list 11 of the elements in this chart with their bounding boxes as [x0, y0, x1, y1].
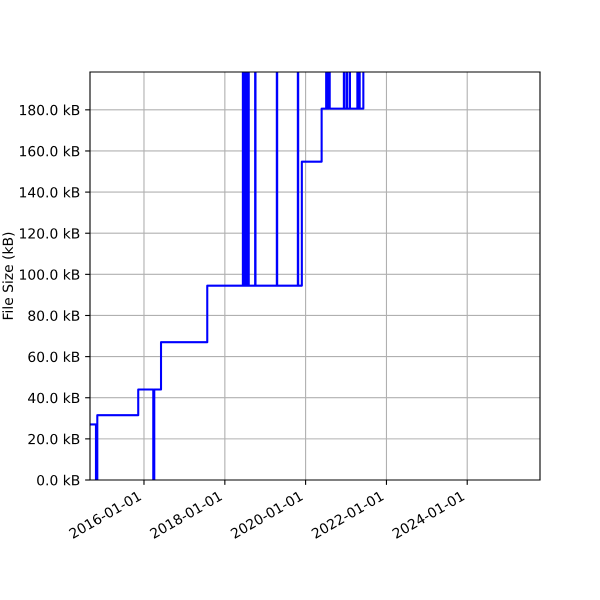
y-tick-label: 80.0 kB	[28, 310, 80, 321]
y-tick-label: 20.0 kB	[28, 434, 80, 444]
y-tick-label: 160.0 kB	[20, 146, 80, 156]
y-tick-label: 180.0 kB	[20, 104, 80, 116]
y-tick-label: 60.0 kB	[28, 351, 80, 362]
y-tick-label: 0.0 kB	[37, 474, 80, 486]
y-tick-label: 40.0 kB	[28, 392, 80, 404]
y-tick-label: 100.0 kB	[20, 269, 80, 280]
y-axis-title: File Size (kB)	[2, 232, 15, 320]
y-tick-label: 140.0 kB	[20, 186, 80, 198]
y-tick-label: 120.0 kB	[20, 228, 80, 239]
